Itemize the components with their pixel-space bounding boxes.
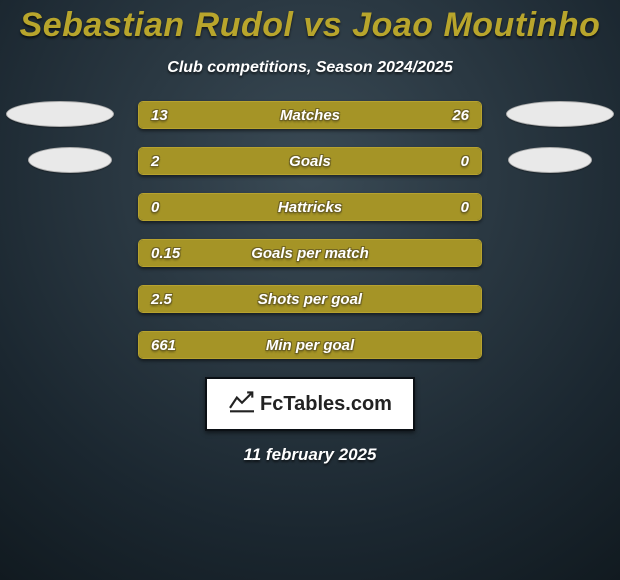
- stat-label: Shots per goal: [139, 286, 481, 312]
- stat-label: Goals: [139, 148, 481, 174]
- stat-label: Min per goal: [139, 332, 481, 358]
- stat-bar: 661Min per goal: [138, 331, 482, 359]
- chart-icon: [228, 389, 256, 419]
- stats-grid: 13Matches262Goals00Hattricks00.15Goals p…: [0, 101, 620, 359]
- stat-label: Goals per match: [139, 240, 481, 266]
- stat-bar: 2.5Shots per goal: [138, 285, 482, 313]
- stat-row: 0Hattricks0: [0, 193, 620, 221]
- stat-bar: 13Matches26: [138, 101, 482, 129]
- page-title: Sebastian Rudol vs Joao Moutinho: [0, 0, 620, 45]
- team-a-tag: [6, 101, 114, 127]
- team-b-tag: [508, 147, 592, 173]
- stat-row: 13Matches26: [0, 101, 620, 129]
- stat-bar: 0Hattricks0: [138, 193, 482, 221]
- date-text: 11 february 2025: [0, 445, 620, 465]
- stat-label: Matches: [139, 102, 481, 128]
- value-b: 26: [452, 102, 469, 128]
- brand-badge: FcTables.com: [205, 377, 415, 431]
- value-b: 0: [461, 148, 469, 174]
- page-subtitle: Club competitions, Season 2024/2025: [0, 59, 620, 77]
- stat-label: Hattricks: [139, 194, 481, 220]
- stat-row: 2Goals0: [0, 147, 620, 175]
- stat-bar: 2Goals0: [138, 147, 482, 175]
- stat-row: 661Min per goal: [0, 331, 620, 359]
- team-a-tag: [28, 147, 112, 173]
- team-b-tag: [506, 101, 614, 127]
- value-b: 0: [461, 194, 469, 220]
- stat-row: 2.5Shots per goal: [0, 285, 620, 313]
- stat-bar: 0.15Goals per match: [138, 239, 482, 267]
- brand-text: FcTables.com: [260, 393, 392, 416]
- stat-row: 0.15Goals per match: [0, 239, 620, 267]
